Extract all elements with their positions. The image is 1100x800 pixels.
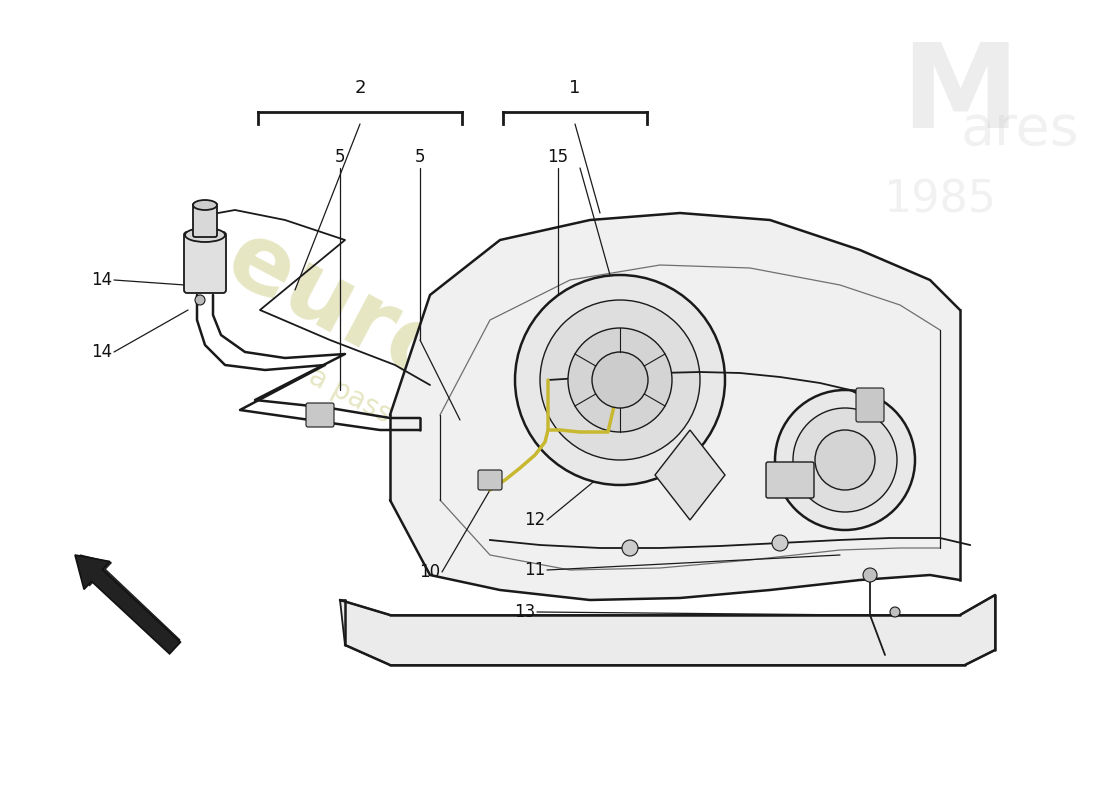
Polygon shape	[340, 595, 996, 665]
Ellipse shape	[185, 228, 226, 242]
Circle shape	[515, 275, 725, 485]
Text: 10: 10	[419, 563, 440, 581]
Circle shape	[592, 352, 648, 408]
Text: ares: ares	[960, 103, 1079, 157]
FancyBboxPatch shape	[856, 388, 884, 422]
FancyBboxPatch shape	[766, 462, 814, 498]
Polygon shape	[654, 430, 725, 520]
Circle shape	[772, 535, 788, 551]
Ellipse shape	[192, 200, 217, 210]
Circle shape	[568, 328, 672, 432]
Text: 15: 15	[548, 148, 569, 166]
Circle shape	[540, 300, 700, 460]
Text: 1985: 1985	[883, 178, 997, 222]
Text: M: M	[901, 38, 1019, 153]
Text: 11: 11	[524, 561, 544, 579]
Circle shape	[890, 607, 900, 617]
FancyBboxPatch shape	[184, 232, 226, 293]
FancyBboxPatch shape	[306, 403, 334, 427]
Circle shape	[864, 568, 877, 582]
Circle shape	[621, 540, 638, 556]
Text: euroPARES: euroPARES	[211, 213, 769, 567]
Circle shape	[815, 430, 875, 490]
Text: 12: 12	[524, 511, 544, 529]
FancyArrow shape	[80, 555, 179, 650]
Text: 2: 2	[354, 79, 365, 97]
Text: 14: 14	[91, 271, 112, 289]
Circle shape	[195, 295, 205, 305]
Circle shape	[776, 390, 915, 530]
Polygon shape	[390, 213, 960, 600]
Text: 5: 5	[334, 148, 345, 166]
Text: 1: 1	[570, 79, 581, 97]
FancyBboxPatch shape	[192, 203, 217, 237]
FancyArrow shape	[75, 555, 180, 654]
Text: 14: 14	[91, 343, 112, 361]
Text: 13: 13	[514, 603, 535, 621]
Circle shape	[793, 408, 896, 512]
Text: 5: 5	[415, 148, 426, 166]
Text: a passion for cars since 1985: a passion for cars since 1985	[304, 362, 676, 578]
FancyBboxPatch shape	[478, 470, 502, 490]
